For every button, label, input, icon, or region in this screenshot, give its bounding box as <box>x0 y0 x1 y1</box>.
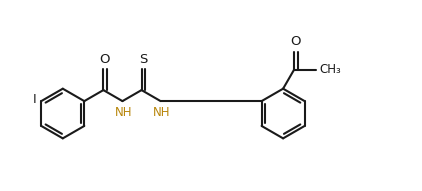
Text: CH₃: CH₃ <box>319 63 341 76</box>
Text: NH: NH <box>153 106 170 119</box>
Text: I: I <box>32 93 36 106</box>
Text: NH: NH <box>115 106 133 119</box>
Text: O: O <box>290 35 301 48</box>
Text: O: O <box>100 53 110 66</box>
Text: S: S <box>139 53 147 66</box>
